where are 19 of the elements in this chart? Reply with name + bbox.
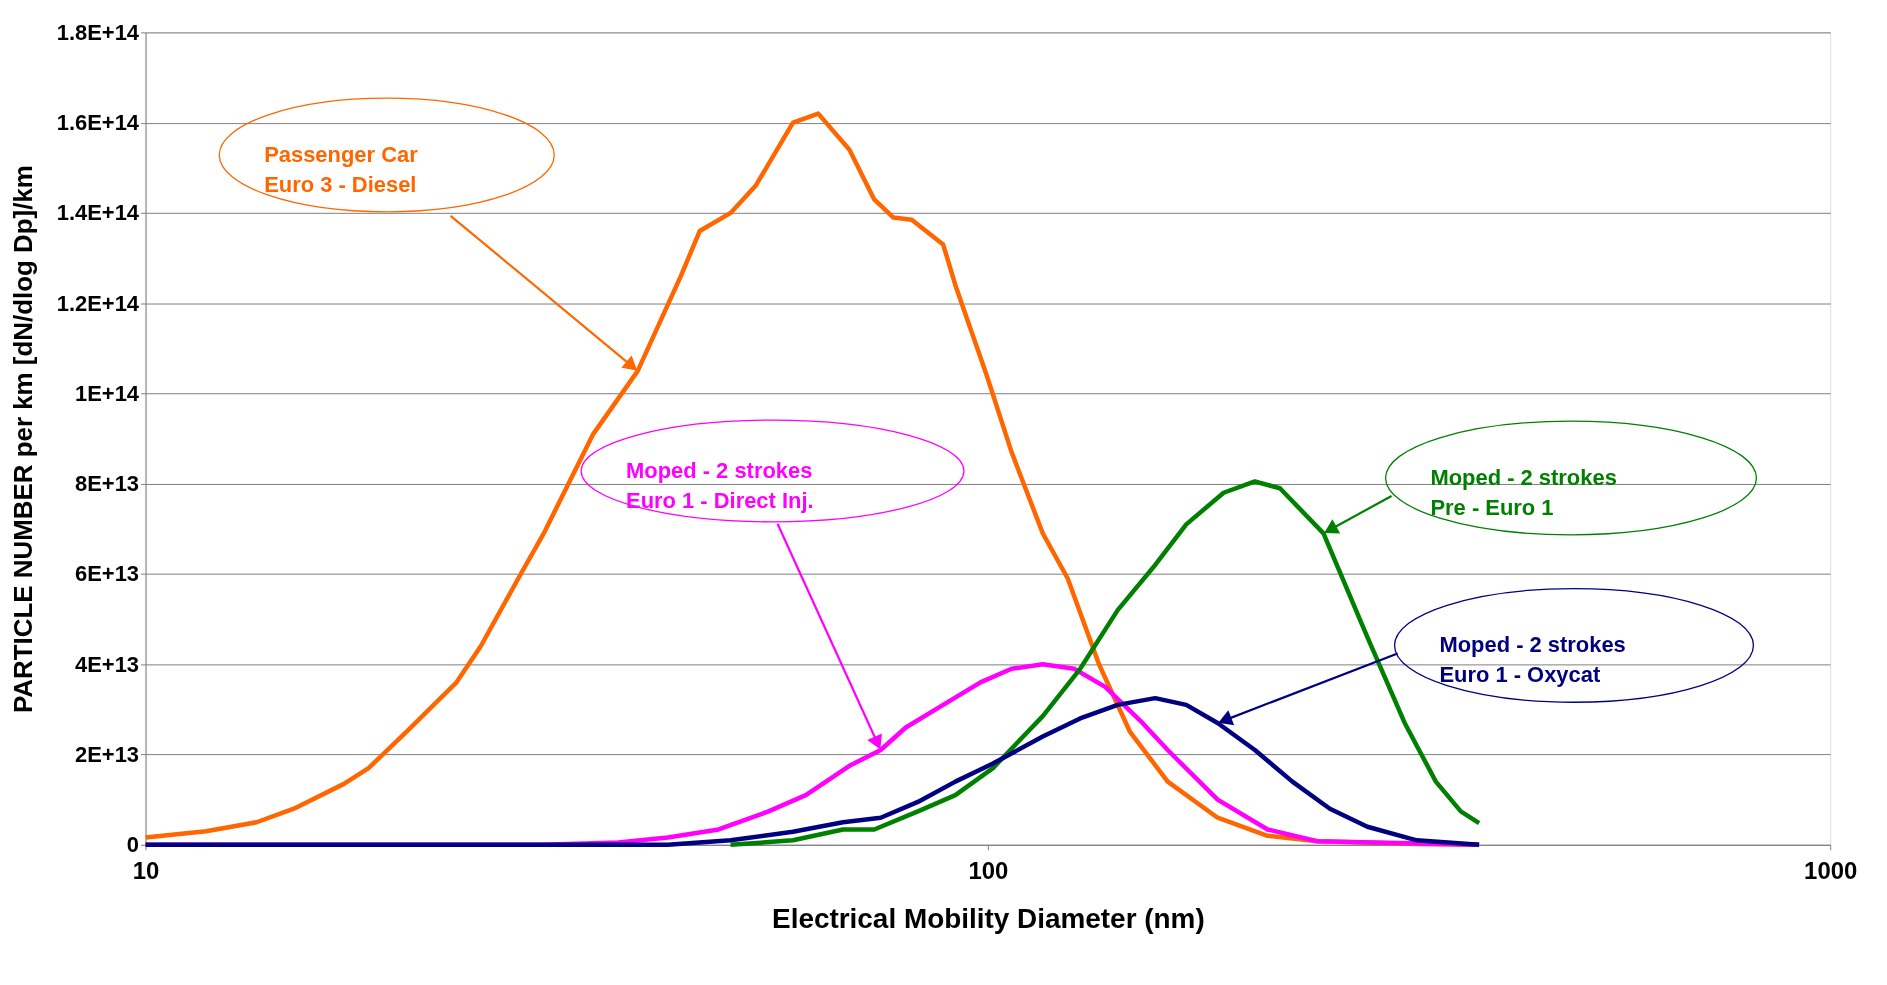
text: Moped - 2 strokes Euro 1 - Direct Inj. — [626, 457, 814, 513]
x-tick-label: 100 — [968, 857, 1009, 885]
x-tick-label: 1000 — [1804, 857, 1858, 885]
y-tick-label: 1E+14 — [75, 380, 140, 406]
text: Moped - 2 strokes Euro 1 - Oxycat — [1439, 632, 1626, 688]
y-axis-title: PARTICLE NUMBER per km [dN/dlog Dp]/km — [8, 165, 37, 714]
y-tick-label: 1.8E+14 — [56, 19, 140, 45]
y-tick-label: 4E+13 — [75, 651, 140, 677]
text: Passenger Car Euro 3 - Diesel — [264, 141, 419, 197]
y-tick-label: 8E+13 — [75, 471, 140, 497]
y-tick-label: 1.6E+14 — [56, 110, 140, 136]
y-tick-label: 2E+13 — [75, 742, 140, 768]
y-tick-label: 1.4E+14 — [56, 200, 140, 226]
y-tick-label: 1.2E+14 — [56, 290, 140, 316]
y-tick-label: 6E+13 — [75, 561, 140, 587]
text: Moped - 2 strokes Pre - Euro 1 — [1430, 464, 1617, 520]
x-tick-label: 10 — [132, 857, 160, 885]
y-tick-label: 0 — [126, 832, 140, 858]
x-axis-title: Electrical Mobility Diameter (nm) — [772, 903, 1205, 935]
